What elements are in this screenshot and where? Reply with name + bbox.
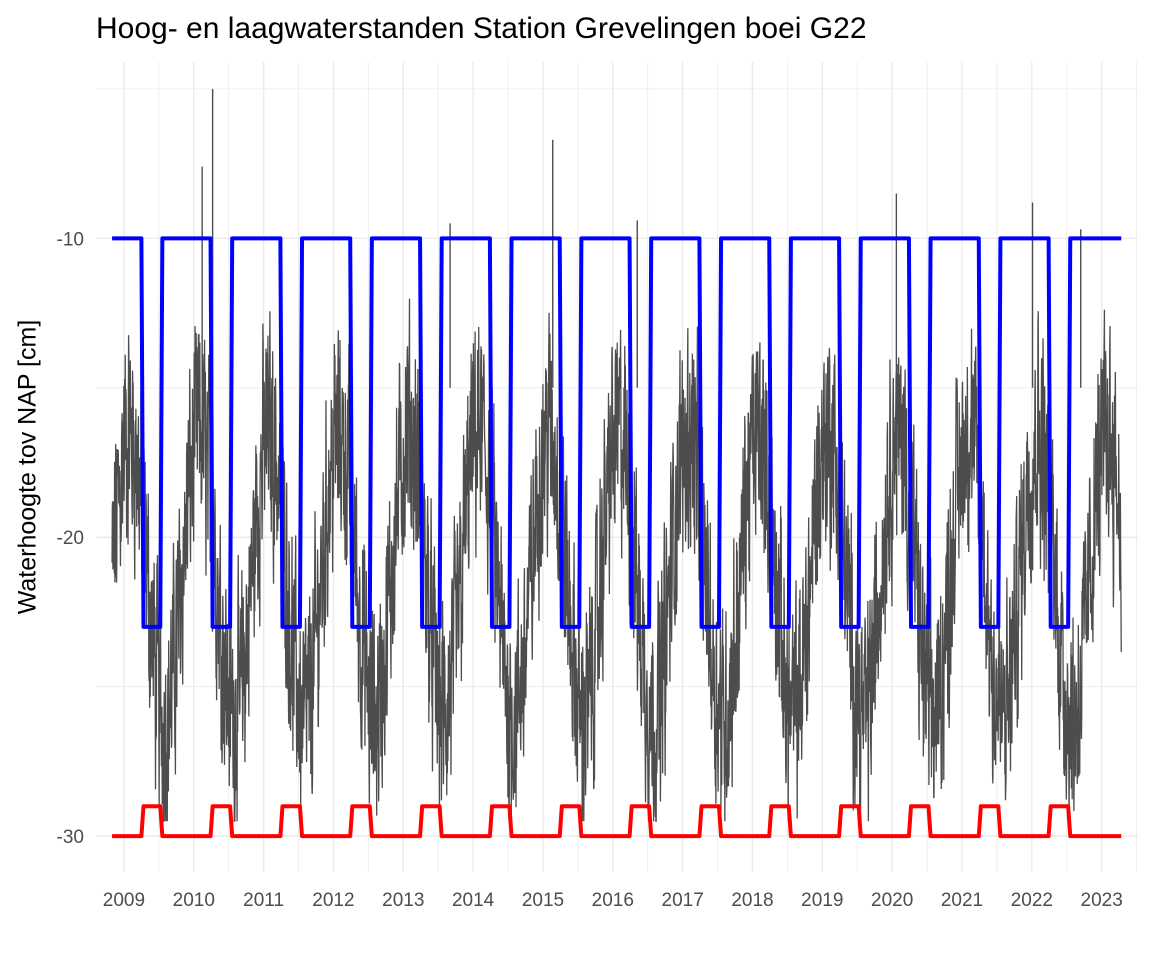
x-tick-label: 2021 (941, 890, 983, 911)
upper-target-line (112, 236, 1122, 629)
x-tick-label: 2009 (103, 890, 145, 911)
x-tick-label: 2010 (173, 890, 215, 911)
upper-target-series (112, 236, 1122, 629)
x-tick-label: 2012 (312, 890, 354, 911)
x-tick-label: 2015 (522, 890, 564, 911)
lower-target-line (112, 804, 1122, 839)
x-tick-labels: 2009 2010 2011 2012 2013 2014 2015 2016 2017 2018… (103, 890, 1123, 911)
x-tick-label: 2017 (662, 890, 704, 911)
y-tick-label: -20 (57, 528, 84, 549)
x-tick-label: 2016 (592, 890, 634, 911)
y-tick-label: -30 (57, 827, 84, 848)
x-tick-label: 2011 (243, 890, 284, 911)
y-tick-label: -10 (57, 229, 84, 250)
x-tick-label: 2014 (452, 890, 495, 911)
x-tick-label: 2020 (871, 890, 913, 911)
chart-title: Hoog- en laagwaterstanden Station Grevel… (96, 12, 867, 45)
y-tick-labels: -10 -20 -30 (57, 229, 84, 848)
lower-target-series (112, 804, 1122, 839)
x-tick-label: 2013 (382, 890, 424, 911)
x-tick-label: 2018 (731, 890, 773, 911)
x-tick-label: 2023 (1081, 890, 1123, 911)
x-tick-label: 2022 (1011, 890, 1053, 911)
x-tick-label: 2019 (801, 890, 843, 911)
